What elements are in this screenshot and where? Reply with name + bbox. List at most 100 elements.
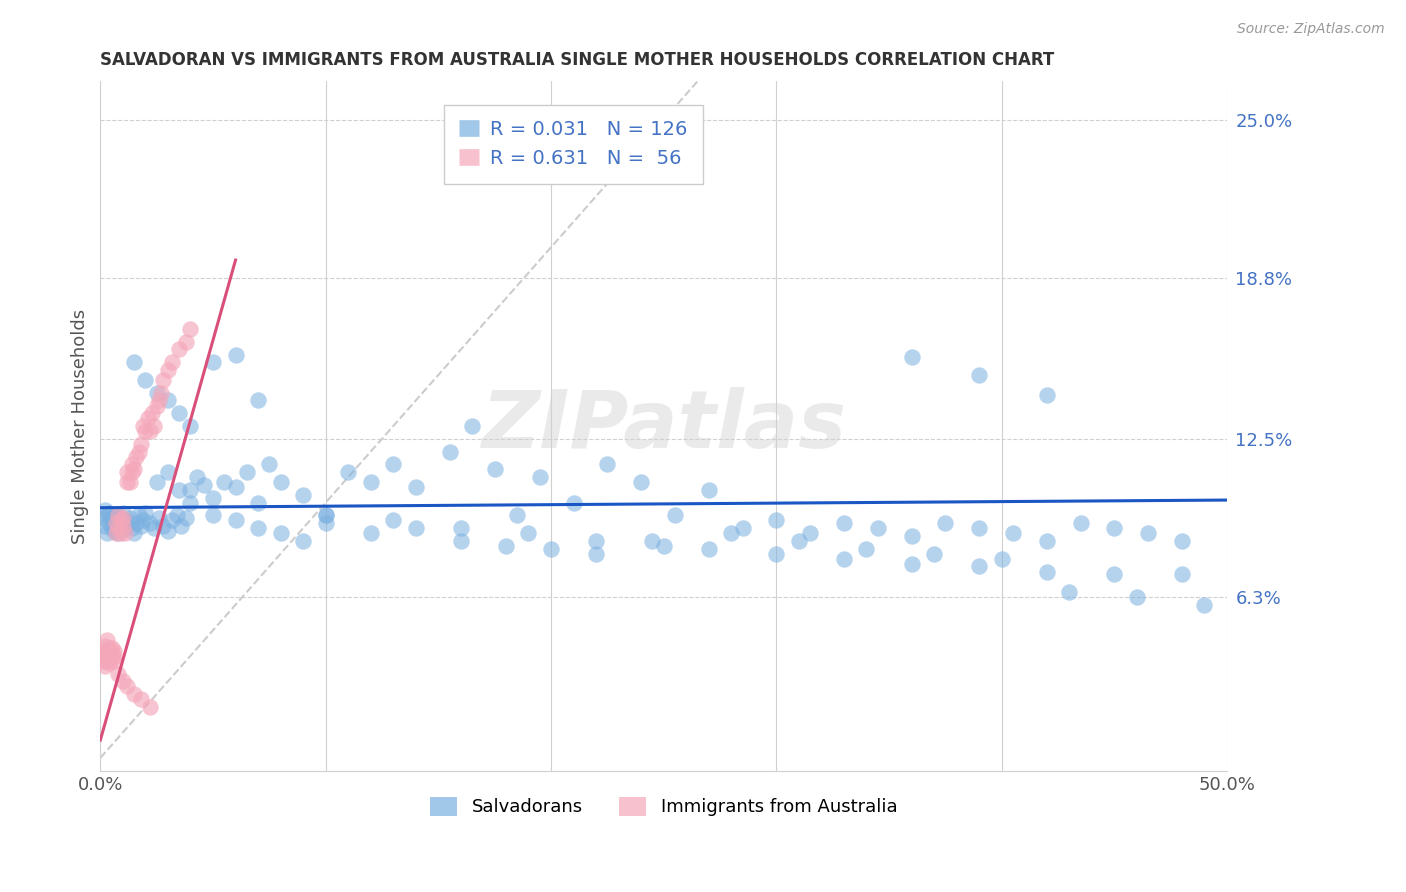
Point: [110, 516, 132, 530]
Point: [1035, 565, 1057, 579]
Point: [360, 526, 382, 541]
Point: [100, 641, 122, 656]
Point: [98, 641, 121, 656]
Point: [143, 521, 166, 535]
Point: [641, 533, 664, 548]
Point: [405, 480, 427, 494]
Point: [118, 511, 141, 525]
Point: [100, 511, 122, 525]
Point: [866, 521, 889, 535]
Y-axis label: Single Mother Households: Single Mother Households: [72, 309, 89, 543]
Point: [214, 475, 236, 490]
Point: [1104, 567, 1126, 582]
Point: [134, 424, 156, 438]
Point: [900, 529, 922, 543]
Point: [832, 516, 855, 530]
Point: [100, 521, 122, 535]
Point: [832, 551, 855, 566]
Point: [162, 514, 184, 528]
Point: [145, 475, 167, 490]
Point: [145, 385, 167, 400]
Point: [900, 557, 922, 571]
Point: [1035, 533, 1057, 548]
Point: [139, 699, 162, 714]
Point: [967, 559, 990, 574]
Point: [517, 526, 540, 541]
Point: [125, 516, 148, 530]
Point: [156, 465, 179, 479]
Point: [129, 518, 152, 533]
Point: [967, 368, 990, 382]
Point: [103, 514, 125, 528]
Point: [202, 508, 225, 523]
Point: [167, 406, 190, 420]
Point: [150, 385, 173, 400]
Point: [1070, 516, 1092, 530]
Point: [247, 495, 270, 509]
Point: [128, 444, 150, 458]
Point: [315, 516, 337, 530]
Point: [105, 508, 128, 523]
Point: [1001, 526, 1024, 541]
Point: [174, 334, 197, 349]
Point: [236, 465, 259, 479]
Point: [562, 495, 585, 509]
Point: [179, 495, 201, 509]
Point: [202, 491, 225, 505]
Point: [439, 444, 461, 458]
Point: [152, 373, 174, 387]
Point: [179, 322, 201, 336]
Point: [105, 518, 128, 533]
Point: [132, 514, 155, 528]
Point: [100, 651, 122, 665]
Point: [122, 462, 145, 476]
Point: [136, 411, 159, 425]
Point: [121, 465, 143, 479]
Point: [167, 483, 190, 497]
Point: [96, 654, 118, 668]
Point: [114, 514, 136, 528]
Point: [292, 533, 315, 548]
Point: [179, 419, 201, 434]
Point: [540, 541, 562, 556]
Legend: Salvadorans, Immigrants from Australia: Salvadorans, Immigrants from Australia: [423, 790, 904, 823]
Point: [91, 643, 114, 657]
Point: [152, 518, 174, 533]
Point: [98, 516, 121, 530]
Point: [922, 547, 945, 561]
Point: [664, 508, 686, 523]
Point: [202, 355, 225, 369]
Point: [103, 654, 125, 668]
Point: [134, 373, 156, 387]
Point: [1171, 567, 1194, 582]
Point: [121, 458, 143, 472]
Point: [765, 514, 787, 528]
Point: [461, 419, 484, 434]
Point: [934, 516, 956, 530]
Point: [91, 654, 114, 668]
Point: [148, 511, 170, 525]
Point: [967, 521, 990, 535]
Point: [143, 419, 166, 434]
Point: [170, 518, 193, 533]
Point: [315, 508, 337, 523]
Point: [96, 643, 118, 657]
Point: [720, 526, 742, 541]
Point: [100, 646, 122, 660]
Point: [225, 480, 247, 494]
Point: [506, 508, 529, 523]
Point: [107, 666, 129, 681]
Point: [94, 518, 117, 533]
Point: [91, 511, 114, 525]
Point: [139, 424, 162, 438]
Point: [900, 350, 922, 364]
Text: SALVADORAN VS IMMIGRANTS FROM AUSTRALIA SINGLE MOTHER HOUSEHOLDS CORRELATION CHA: SALVADORAN VS IMMIGRANTS FROM AUSTRALIA …: [100, 51, 1054, 69]
Point: [225, 347, 247, 361]
Point: [94, 659, 117, 673]
Point: [259, 458, 281, 472]
Point: [1137, 526, 1160, 541]
Point: [382, 514, 405, 528]
Point: [585, 547, 607, 561]
Text: Source: ZipAtlas.com: Source: ZipAtlas.com: [1237, 22, 1385, 37]
Point: [225, 514, 247, 528]
